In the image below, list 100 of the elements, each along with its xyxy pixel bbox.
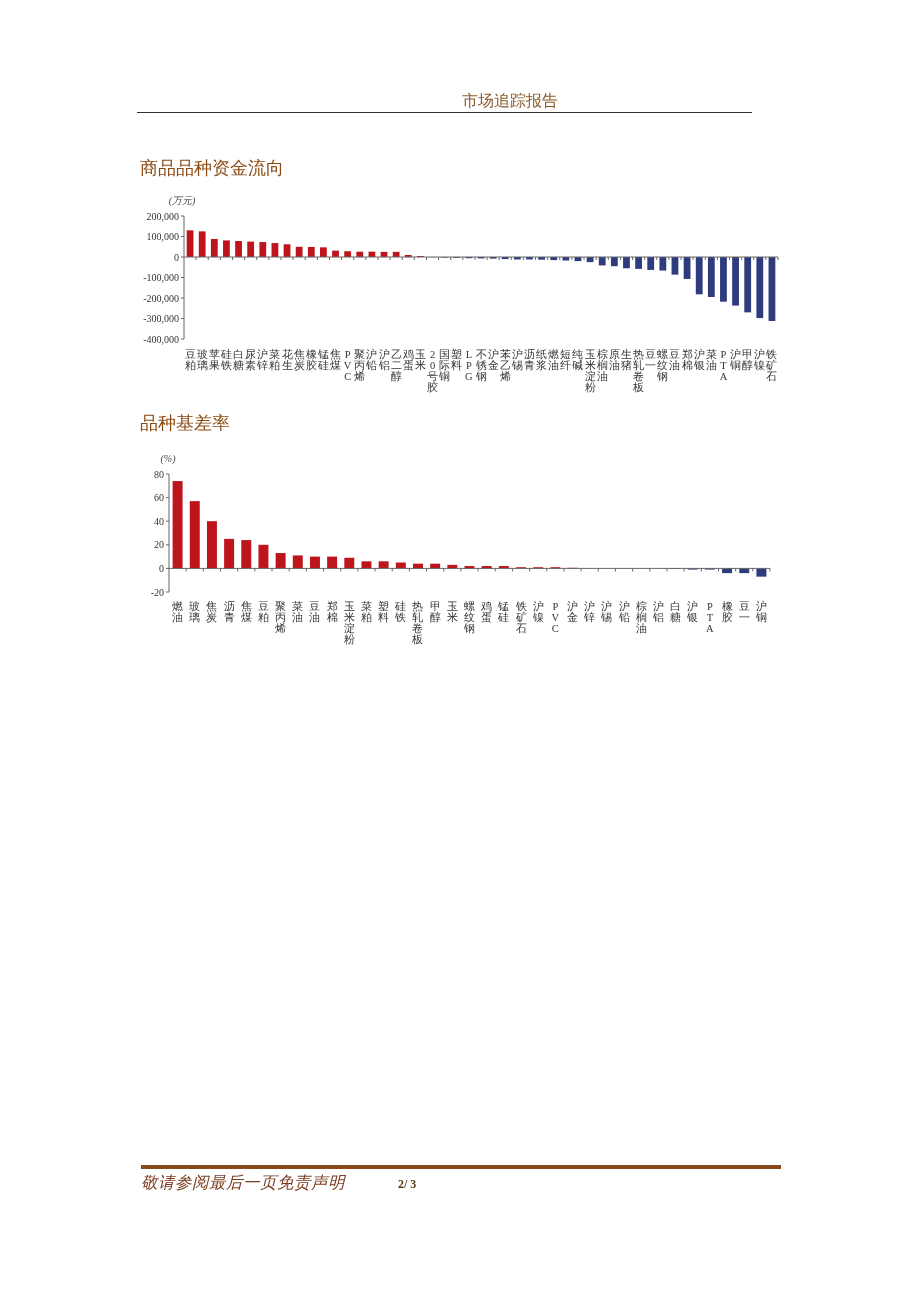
category: 沪铝 [378,349,390,371]
category: 沪锌 [257,349,269,371]
category: 燃油 [172,601,184,623]
category: 玉米淀粉 [584,349,596,393]
category: 焦煤 [330,349,342,371]
category: 豆粕 [257,601,269,623]
ylabel: (%) [160,453,176,464]
category: 苹果 [208,349,220,371]
category: 橡胶 [305,349,317,371]
category: 焦煤 [240,601,252,623]
category: 鸡蛋 [402,349,414,371]
category: PTA [706,601,714,634]
annotation: 敬请参阅最后一页免责声明 [141,1173,345,1192]
category: 豆一 [738,601,750,623]
category: 郑棉 [326,601,338,623]
category: 甲醇 [429,601,441,623]
category: 燃油 [548,349,560,371]
category: PTA [719,349,728,382]
ytick: -300,000 [143,313,179,324]
category: 豆油 [669,349,681,371]
category: 塑料 [378,601,390,623]
category: 螺纹钢 [657,349,669,382]
ytick: 200,000 [146,210,179,222]
category: 花生 [281,349,293,371]
category: 沪铜 [730,349,742,371]
category: 鸡蛋 [481,601,493,623]
category: 纸浆 [536,349,548,371]
category: 沪锌 [584,601,596,623]
category: 玻璃 [189,601,201,623]
category: 沪金 [487,349,499,371]
category: 沥青 [223,601,235,623]
category: 生猪 [620,349,632,371]
category: 菜粕 [269,349,281,371]
category: 20号胶 [427,349,438,393]
category: 铁矿石 [766,349,778,382]
category: 甲醇 [742,349,754,371]
ytick: -400,000 [143,333,179,345]
category: 白糖 [233,349,245,371]
ytick: -100,000 [143,272,179,283]
category: 沪锡 [511,349,523,371]
category: 橡胶 [721,601,733,623]
ytick: -200,000 [143,292,179,304]
category: 原油 [608,349,620,371]
category: 苯乙烯 [499,349,511,382]
ytick: 60 [154,492,164,504]
ytick: -20 [150,586,164,598]
category: 白糖 [670,601,682,623]
category: 菜粕 [360,601,372,623]
category: 锰硅 [498,601,510,623]
category: 焦炭 [206,601,218,623]
category: 焦炭 [293,349,305,371]
category: 玉米淀粉 [343,601,355,645]
category: 短纤 [560,349,572,371]
category: 豆一 [645,349,657,371]
category: 豆粕 [184,349,196,371]
category: 不锈钢 [475,349,487,382]
category: 棕榈油 [635,601,647,634]
category: 沪银 [693,349,705,371]
category: 热轧卷板 [412,601,424,645]
category: 沪铅 [618,601,630,623]
ytick: 0 [159,562,164,574]
category: 铁矿石 [515,601,527,634]
category: 沪镍 [532,601,544,623]
category: 塑料 [451,349,463,371]
category: 聚丙烯 [354,349,366,382]
ytick: 0 [174,251,179,263]
category: 菜油 [705,349,717,371]
title: 品种基差率 [140,413,230,433]
category: 棕榈油 [596,349,608,382]
category: 沪锡 [601,601,613,623]
category: 尿素 [245,349,257,371]
category: LPG [465,349,473,382]
category: 沪铅 [366,349,378,371]
category: 沪金 [567,601,579,623]
category: 玉米 [414,349,426,371]
category: 玻璃 [196,349,208,371]
ytick: 40 [154,515,164,527]
category: PVC [343,349,352,382]
ytick: 100,000 [146,231,179,242]
category: 玉米 [446,601,458,623]
category: PVC [551,601,560,634]
category: 沪铜 [755,601,767,623]
category: 豆油 [309,601,321,623]
ytick: 80 [154,468,164,480]
category: 菜油 [292,601,304,623]
category: 沪镍 [754,349,766,371]
category: 硅铁 [395,601,407,623]
category: 硅铁 [220,349,232,371]
ytick: 20 [154,539,164,551]
category: 沪银 [687,601,699,623]
category: 郑棉 [681,349,693,371]
category: 聚丙烯 [275,601,287,634]
category: 锰硅 [317,349,329,371]
category: 螺纹钢 [464,601,475,634]
category: 纯碱 [572,349,584,371]
category: 沪铝 [652,601,664,623]
category: 乙二醇 [390,349,402,382]
ylabel: (万元) [168,195,196,206]
annotation: 2/ 3 [398,1177,417,1191]
annotation: 市场追踪报告 [462,92,558,109]
